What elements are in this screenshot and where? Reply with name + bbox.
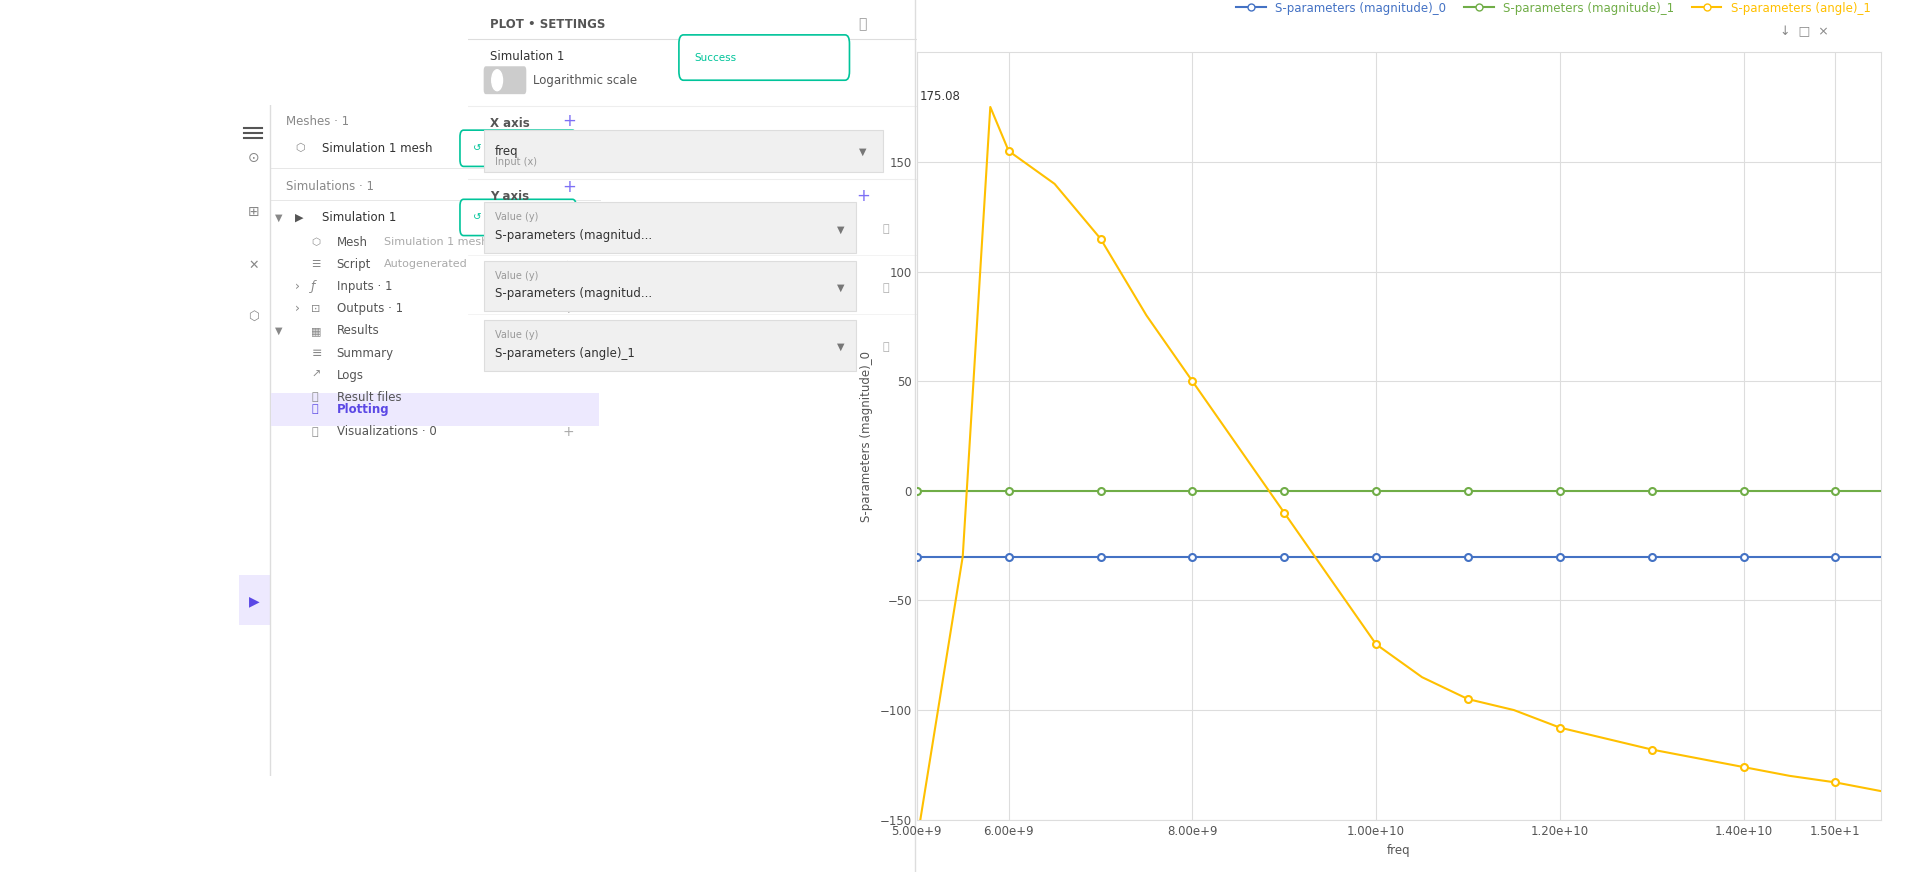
FancyBboxPatch shape [483, 202, 856, 253]
Text: ▼: ▼ [837, 342, 844, 352]
Text: ▼: ▼ [837, 224, 844, 235]
Text: Y axis: Y axis [491, 190, 529, 202]
X-axis label: freq: freq [1387, 844, 1411, 857]
Text: ⬡: ⬡ [294, 143, 306, 153]
Text: ✕: ✕ [248, 259, 260, 272]
Text: +: + [562, 112, 575, 131]
Text: Success: Success [695, 52, 737, 63]
Text: 🗑: 🗑 [882, 342, 888, 352]
FancyBboxPatch shape [460, 130, 577, 167]
Text: Logarithmic scale: Logarithmic scale [533, 74, 638, 86]
Text: 🗑: 🗑 [860, 17, 867, 31]
Text: ›: › [294, 303, 300, 316]
FancyBboxPatch shape [483, 320, 856, 371]
FancyBboxPatch shape [678, 35, 850, 80]
Text: ▼: ▼ [860, 146, 867, 157]
Text: PLOT • SETTINGS: PLOT • SETTINGS [491, 18, 605, 31]
Text: ▶: ▶ [248, 595, 260, 609]
Text: Result files: Result files [336, 391, 401, 404]
Text: Simulation 1: Simulation 1 [323, 211, 397, 224]
Text: 175.08: 175.08 [919, 90, 961, 103]
Text: ↺ Success: ↺ Success [472, 143, 527, 153]
Text: S-parameters (angle)_1: S-parameters (angle)_1 [495, 347, 634, 359]
Text: ▼: ▼ [275, 213, 283, 222]
FancyBboxPatch shape [239, 575, 269, 625]
Text: Simulation 1 mesh: Simulation 1 mesh [323, 142, 434, 155]
Text: Plotting: Plotting [336, 403, 390, 416]
Text: +: + [562, 178, 575, 195]
Text: ›: › [565, 235, 571, 249]
Text: Visualizations · 0: Visualizations · 0 [336, 426, 435, 438]
Text: Value (y): Value (y) [495, 212, 539, 222]
Text: Mesh: Mesh [336, 235, 367, 249]
Text: Value (y): Value (y) [495, 330, 539, 340]
Circle shape [491, 70, 502, 91]
FancyBboxPatch shape [483, 130, 882, 172]
Text: 🖼: 🖼 [311, 426, 317, 437]
Text: ↺ Success: ↺ Success [472, 213, 527, 222]
Text: ⊙: ⊙ [248, 152, 260, 166]
Text: Meshes · 1: Meshes · 1 [286, 115, 350, 128]
Text: 📈: 📈 [311, 405, 317, 414]
Text: Autogenerated: Autogenerated [384, 260, 468, 269]
Text: Simulation 1: Simulation 1 [491, 51, 565, 63]
Text: +: + [563, 302, 575, 316]
FancyBboxPatch shape [239, 105, 269, 776]
Text: Script: Script [336, 258, 371, 271]
Text: Value (y): Value (y) [495, 270, 539, 281]
Text: ▼: ▼ [275, 326, 283, 336]
Text: ›: › [294, 280, 300, 293]
Text: ƒ: ƒ [311, 280, 315, 293]
Text: ›: › [565, 257, 571, 271]
Text: ⊞: ⊞ [248, 205, 260, 219]
Text: Summary: Summary [336, 346, 393, 359]
Text: ≡: ≡ [311, 346, 321, 359]
Text: +: + [856, 187, 869, 205]
Text: Inputs · 1: Inputs · 1 [336, 280, 392, 293]
Text: ↓  □  ×: ↓ □ × [1780, 25, 1828, 37]
Text: ↗: ↗ [311, 371, 321, 380]
Text: ▶: ▶ [294, 213, 304, 222]
FancyBboxPatch shape [460, 200, 577, 235]
FancyBboxPatch shape [483, 261, 856, 311]
Y-axis label: S-parameters (magnitude)_0: S-parameters (magnitude)_0 [860, 351, 873, 521]
FancyBboxPatch shape [271, 393, 598, 426]
Text: X axis: X axis [491, 118, 531, 130]
Text: S-parameters (magnitud...: S-parameters (magnitud... [495, 229, 651, 242]
Text: ⊡: ⊡ [311, 303, 321, 314]
Text: Logs: Logs [336, 369, 363, 382]
Text: Input (x): Input (x) [495, 157, 537, 167]
Text: Results: Results [336, 324, 380, 337]
Text: ⬡: ⬡ [311, 237, 321, 248]
Text: 🗑: 🗑 [882, 283, 888, 293]
Text: ☰: ☰ [311, 260, 321, 269]
FancyBboxPatch shape [483, 66, 527, 94]
Text: ▼: ▼ [837, 283, 844, 293]
Text: Simulations · 1: Simulations · 1 [286, 180, 374, 193]
Text: ▦: ▦ [311, 326, 321, 336]
Text: S-parameters (magnitud...: S-parameters (magnitud... [495, 288, 651, 300]
Text: freq: freq [495, 146, 518, 158]
Legend: S-parameters (magnitude)_0, S-parameters (magnitude)_1, S-parameters (angle)_1: S-parameters (magnitude)_0, S-parameters… [1232, 0, 1876, 19]
Text: 📄: 📄 [311, 392, 317, 402]
Text: +: + [563, 425, 575, 439]
Text: 🗑: 🗑 [882, 224, 888, 235]
Text: Outputs · 1: Outputs · 1 [336, 303, 403, 316]
Text: ⬡: ⬡ [248, 310, 260, 323]
Text: +: + [563, 280, 575, 294]
Text: Simulation 1 mesh: Simulation 1 mesh [384, 237, 489, 248]
